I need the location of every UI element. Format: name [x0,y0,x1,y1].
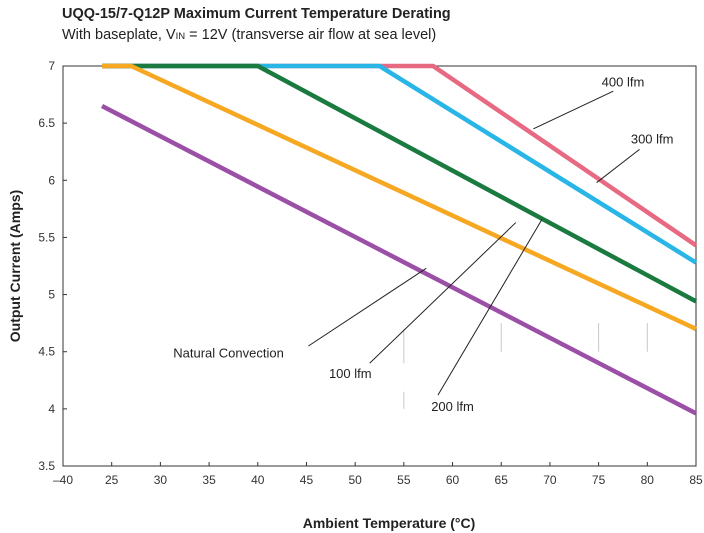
annotation-bg [599,73,647,91]
grid-lines [403,323,648,409]
leader-line [437,218,543,396]
x-tick-label: 60 [446,473,460,487]
x-tick-label: 75 [592,473,606,487]
chart-title: UQQ-15/7-Q12P Maximum Current Temperatur… [62,6,451,22]
annotation-label: 400 lfm [602,75,645,90]
x-tick-label: 65 [495,473,509,487]
x-tick-label: 70 [543,473,557,487]
y-tick-label: 4.5 [38,345,55,359]
x-tick-label: 35 [202,473,216,487]
leader-line [308,267,427,347]
annotation-label: 200 lfm [431,399,474,414]
x-tick-label: –40 [53,473,73,487]
y-tick-label: 6 [48,173,55,187]
annotation-label: Natural Convection [173,345,284,360]
leader-line [596,149,640,183]
leader-line [369,222,517,364]
x-tick-label: 80 [641,473,655,487]
y-tick-label: 4 [48,402,55,416]
y-tick-label: 7 [48,59,55,73]
y-tick-label: 5 [48,288,55,302]
chart-subtitle: With baseplate, VIN = 12V (transverse ai… [62,27,436,43]
annotation-label: 100 lfm [329,366,372,381]
x-axis-label: Ambient Temperature (°C) [303,515,476,531]
y-tick-label: 3.5 [38,459,55,473]
x-tick-label: 45 [300,473,314,487]
annotations: 400 lfm 300 lfm 200 lfm 100 lfm Natural Conv… [171,73,676,416]
leader-line [533,90,614,130]
annotation-label: 300 lfm [631,132,674,147]
annotation-leaders [308,90,640,396]
subtitle-suffix: = 12V (transverse air flow at sea level) [185,27,437,43]
annotation-bg [628,130,676,148]
y-tick-label: 6.5 [38,116,55,130]
x-tick-label: 55 [397,473,411,487]
series-lines [100,63,698,416]
subtitle-prefix: With baseplate, V [62,27,176,43]
x-tick-label: 85 [689,473,703,487]
annotation-bg [429,398,476,416]
x-tick-label: 25 [105,473,119,487]
x-tick-label: 40 [251,473,265,487]
y-axis-label: Output Current (Amps) [7,190,23,342]
series-line-100-lfm [102,63,697,331]
subtitle-subscript: IN [175,31,186,42]
annotation-bg [171,344,286,362]
x-tick-label: 30 [154,473,168,487]
series-line-natural-convection [100,104,698,416]
plot-frame [62,65,697,467]
annotation-bg [326,365,374,382]
series-line-200-lfm [102,63,698,304]
x-tick-label: 50 [348,473,362,487]
axis-ticks: –40 25 30 35 40 45 50 55 60 65 70 75 80 85 3.5 4 4.5 5 5.5… [38,59,703,487]
y-tick-label: 5.5 [38,230,55,244]
